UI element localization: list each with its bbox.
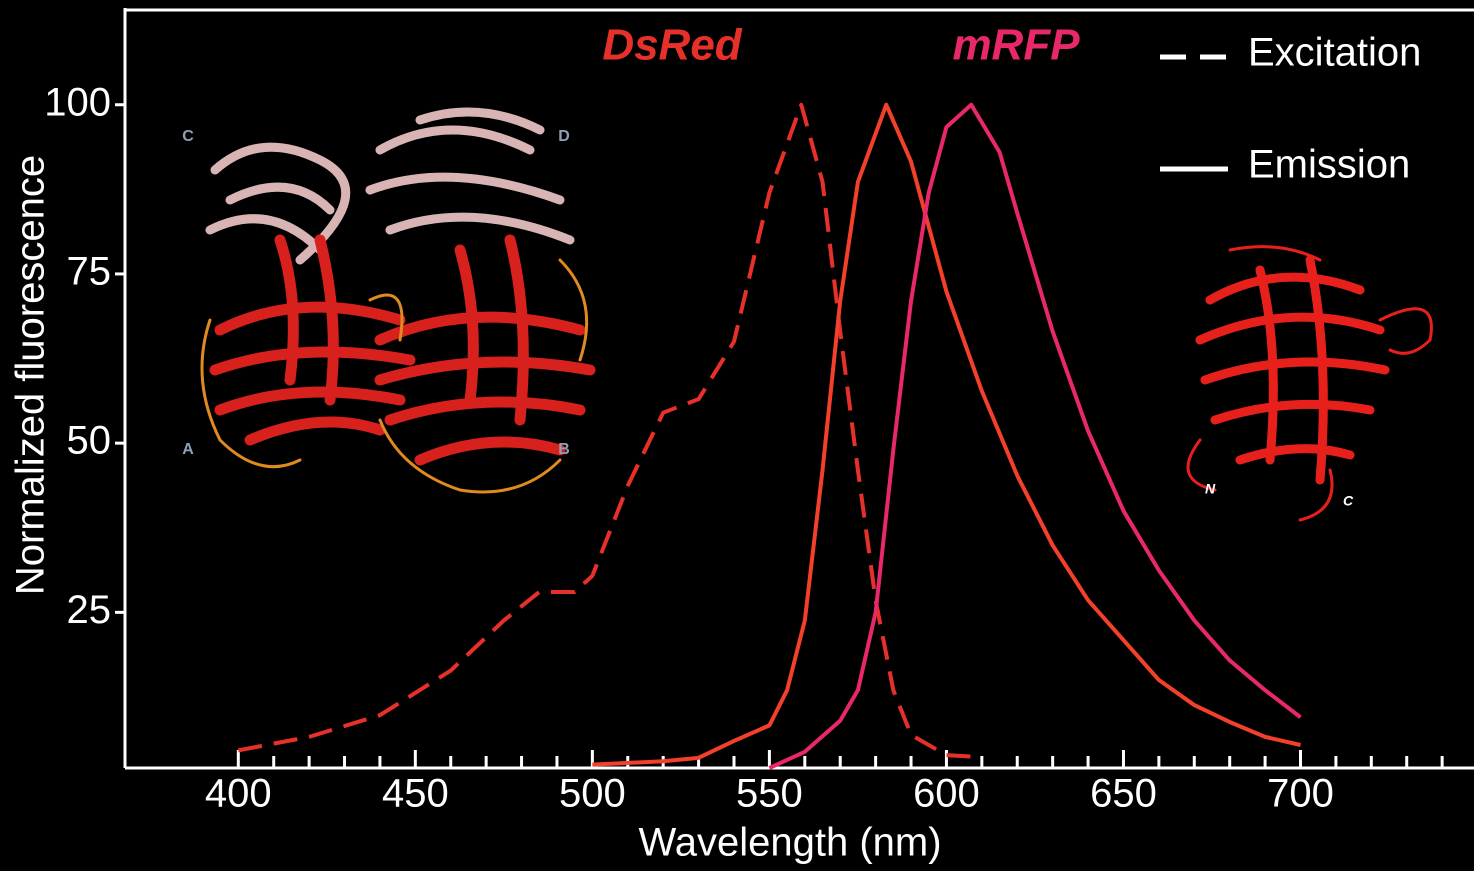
monomer-structure [1186,245,1433,522]
x-tick-label: 400 [205,772,272,816]
x-tick-label: 650 [1090,772,1157,816]
structure-label: C [182,128,194,145]
x-tick-label: 600 [913,772,980,816]
series-line [592,102,1301,767]
x-axis-title: Wavelength (nm) [638,821,941,865]
structure-label: B [558,441,570,458]
y-tick-label: 100 [44,80,111,124]
x-tick-label: 500 [559,772,626,816]
structure-label: A [182,441,194,458]
series-line [768,102,1302,770]
y-tick-label: 50 [67,419,112,463]
x-tick-label: 450 [382,772,449,816]
y-axis-title: Normalized fluorescence [9,155,53,595]
legend-label: Excitation [1248,31,1421,75]
annotation: DsRed [602,21,742,70]
legend-label: Emission [1248,143,1410,187]
structure-label: D [558,128,570,145]
x-tick-label: 700 [1267,772,1334,816]
tetramer-structure [200,107,596,494]
x-tick-label: 550 [736,772,803,816]
annotation: mRFP [952,21,1080,70]
y-tick-label: 25 [67,588,112,632]
structure-label: N [1205,481,1216,497]
structure-label: C [1343,493,1354,509]
y-tick-label: 75 [67,250,112,294]
series-line [237,102,982,760]
